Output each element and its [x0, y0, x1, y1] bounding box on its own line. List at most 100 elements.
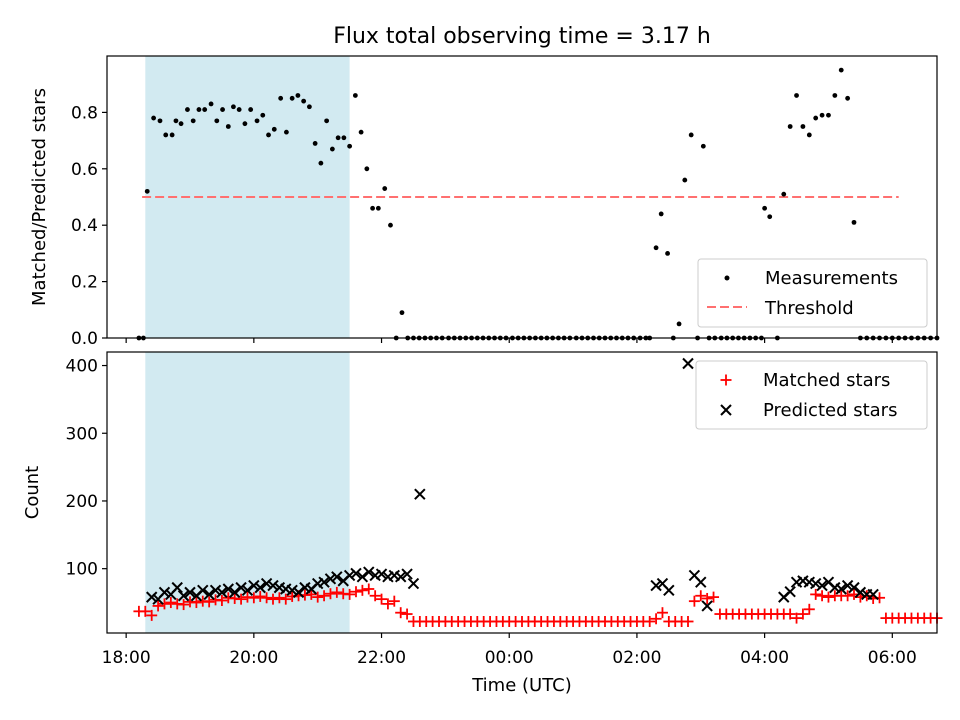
top-y-tick-label: 0.6: [71, 160, 98, 180]
bottom-panel: 100 200 300 400 18:00 20:00 22:00 00:00 02:00 04…: [22, 351, 943, 696]
predicted-star-point: [682, 357, 694, 370]
measurement-point: [781, 191, 787, 197]
measurement-point: [220, 107, 225, 112]
predicted-star-point: [209, 584, 222, 597]
predicted-star-point: [816, 579, 828, 592]
measurement-point: [242, 121, 248, 127]
measurement-point: [144, 188, 150, 194]
top-axes-frame: [106, 55, 938, 339]
x-axis-label: Time (UTC): [471, 675, 572, 696]
bottom-y-ticks: 100 200 300 400: [66, 357, 107, 580]
measurement-point: [806, 132, 812, 138]
legend-predicted-label: Predicted stars: [763, 400, 897, 421]
measurement-point: [190, 118, 196, 124]
predicted-star-point: [663, 584, 675, 597]
matched-star-point: [784, 608, 796, 620]
legend-matched-glyph: [720, 374, 732, 386]
predicted-star-point: [848, 581, 860, 594]
measurement-point: [399, 310, 405, 316]
predicted-star-point: [222, 583, 235, 595]
measurement-point: [231, 104, 236, 110]
measurement-point: [676, 321, 682, 327]
predicted-star-point: [228, 586, 241, 599]
measurement-point: [289, 95, 295, 101]
predicted-star-point: [363, 566, 375, 578]
measurement-point: [185, 107, 190, 112]
measurement-point: [787, 124, 793, 129]
predicted-star-point: [292, 586, 305, 599]
matched-star-point: [203, 596, 215, 608]
measurement-point: [208, 101, 214, 107]
measurement-point: [375, 205, 381, 211]
x-tick-label: 22:00: [357, 648, 406, 668]
bottom-y-tick-label: 400: [66, 357, 98, 377]
predicted-star-point: [318, 576, 330, 588]
matched-star-point: [644, 615, 656, 627]
top-y-tick-label: 0.4: [71, 216, 98, 236]
measurement-point: [388, 222, 393, 228]
predicted-star-point: [650, 579, 662, 592]
matched-star-point: [395, 607, 407, 619]
predicted-star-point: [267, 579, 279, 592]
matched-stars-points: [133, 583, 943, 627]
measurement-point: [318, 160, 324, 166]
predicted-star-point: [145, 591, 158, 603]
predicted-star-point: [241, 584, 254, 597]
measurement-point: [278, 95, 284, 101]
measurement-point: [295, 93, 301, 98]
legend-threshold-label: Threshold: [764, 298, 854, 319]
measurement-point: [301, 98, 307, 104]
matched-star-point: [273, 592, 285, 604]
predicted-star-point: [286, 584, 298, 597]
predicted-star-point: [407, 577, 420, 590]
matched-star-point: [369, 590, 381, 602]
top-panel: 0.00.20.40.60.8 Matched/Predicted stars …: [29, 55, 940, 349]
predicted-star-point: [254, 581, 266, 594]
predicted-star-point: [695, 576, 707, 588]
predicted-star-point: [841, 579, 854, 592]
x-tick-label: 18:00: [102, 648, 151, 668]
matched-star-point: [248, 592, 260, 604]
matched-star-point: [701, 592, 713, 604]
matched-star-point: [139, 605, 151, 617]
measurement-point: [225, 124, 231, 129]
predicted-star-point: [324, 573, 337, 585]
matched-star-point: [146, 609, 158, 621]
measurement-point: [236, 107, 242, 112]
x-tick-label: 00:00: [485, 648, 534, 668]
matched-star-point: [178, 599, 190, 611]
matched-star-point: [388, 595, 400, 607]
top-y-tick-label: 0.0: [71, 329, 98, 349]
measurement-point: [688, 132, 694, 138]
matched-star-point: [363, 583, 375, 595]
predicted-star-point: [701, 600, 713, 612]
bottom-y-tick-label: 200: [66, 492, 98, 512]
top-y-axis-label: Matched/Predicted stars: [29, 88, 50, 306]
measurement-point: [173, 118, 179, 124]
measurement-point: [306, 104, 312, 110]
measurement-point: [767, 214, 773, 220]
legend-matched-marker: [720, 374, 732, 386]
predicted-star-point: [867, 588, 879, 601]
measurement-point: [794, 93, 799, 98]
measurement-point: [665, 251, 670, 256]
top-y-tick-label: 0.8: [71, 103, 98, 123]
measurement-point: [653, 245, 659, 251]
matched-star-point: [356, 584, 368, 596]
measurement-point: [382, 186, 388, 191]
predicted-star-point: [414, 488, 426, 500]
matched-star-point: [656, 607, 668, 619]
measurement-point: [845, 95, 851, 101]
legend-matched-label: Matched stars: [763, 370, 890, 391]
measurement-point: [163, 132, 169, 138]
bottom-y-axis-label: Count: [22, 466, 43, 519]
predicted-star-point: [331, 571, 343, 583]
measurement-point: [341, 135, 347, 141]
measurement-point: [762, 205, 768, 211]
measurement-point: [838, 67, 844, 73]
measurement-point: [826, 112, 831, 118]
predicted-star-point: [235, 581, 247, 594]
matched-star-point: [803, 603, 815, 615]
predicted-stars-points: [145, 357, 879, 612]
